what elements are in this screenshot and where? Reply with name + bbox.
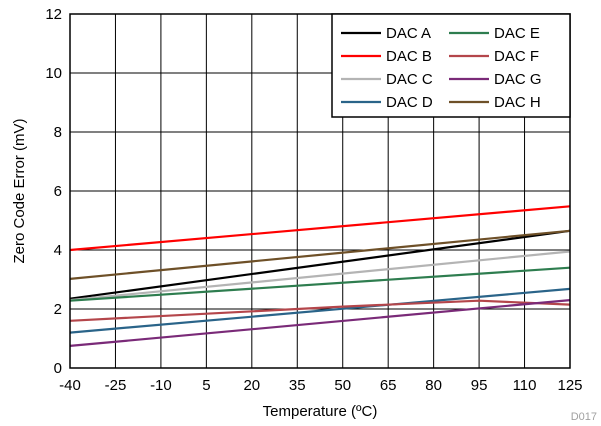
y-tick-label: 8: [54, 124, 62, 141]
x-tick-label: 125: [557, 377, 582, 394]
x-tick-label: 95: [471, 377, 488, 394]
figure-code: D017: [571, 411, 597, 423]
legend-label-dac-f: DAC F: [494, 48, 539, 65]
y-tick-label: 4: [54, 242, 62, 259]
series-line-dac-b: [69, 205, 571, 252]
data-series: [69, 205, 571, 347]
y-axis-title: Zero Code Error (mV): [11, 118, 28, 263]
y-tick-label: 10: [45, 65, 62, 82]
x-tick-label: -40: [59, 377, 81, 394]
series-line-dac-f: [69, 299, 571, 322]
y-axis-ticks: 0 2 4 6 8 10 12: [45, 6, 62, 377]
y-tick-label: 0: [54, 360, 62, 377]
x-tick-label: 80: [425, 377, 442, 394]
legend: DAC A DAC B DAC C DAC D DAC E DAC F DAC G DAC H: [331, 13, 571, 118]
series-line-dac-h: [69, 229, 571, 280]
series-line-dac-a: [69, 229, 571, 300]
y-tick-label: 2: [54, 301, 62, 318]
legend-label-dac-h: DAC H: [494, 94, 541, 111]
plot-area-frame: [69, 13, 571, 369]
x-axis-title: Temperature (ºC): [263, 403, 378, 420]
x-tick-label: 20: [243, 377, 260, 394]
x-tick-label: 5: [202, 377, 210, 394]
legend-label-dac-a: DAC A: [386, 25, 431, 42]
x-tick-label: 110: [513, 377, 537, 394]
x-tick-label: 50: [334, 377, 351, 394]
legend-label-dac-c: DAC C: [386, 71, 433, 88]
x-tick-label: -10: [150, 377, 172, 394]
legend-box: [331, 13, 571, 118]
series-line-dac-e: [69, 266, 571, 302]
x-tick-label: 65: [380, 377, 397, 394]
series-line-dac-g: [69, 299, 571, 347]
x-tick-label: -25: [105, 377, 127, 394]
legend-label-dac-e: DAC E: [494, 25, 540, 42]
y-tick-label: 6: [54, 183, 62, 200]
legend-label-dac-d: DAC D: [386, 94, 433, 111]
x-tick-label: 35: [289, 377, 306, 394]
series-line-dac-d: [69, 287, 571, 334]
legend-label-dac-g: DAC G: [494, 71, 542, 88]
y-tick-label: 12: [45, 6, 62, 23]
x-axis-ticks: -40 -25 -10 5 20 35 50 65 80 95 110 125: [59, 377, 582, 394]
legend-label-dac-b: DAC B: [386, 48, 432, 65]
series-line-dac-c: [69, 250, 571, 302]
